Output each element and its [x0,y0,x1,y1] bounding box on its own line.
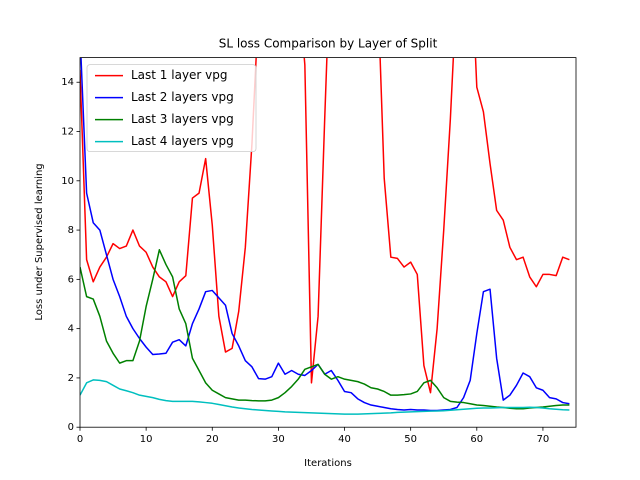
x-tick-label: 40 [338,434,351,445]
y-tick-label: 8 [68,225,74,236]
line-series [80,249,570,410]
x-tick-label: 30 [272,434,285,445]
x-tick-label: 20 [206,434,219,445]
y-tick-label: 0 [68,422,74,433]
y-tick-label: 10 [61,176,74,187]
legend-label: Last 4 layers vpg [131,134,234,148]
x-tick-label: 70 [537,434,550,445]
plot-frame [79,57,577,428]
line-series [80,379,570,415]
chart-title: SL loss Comparison by Layer of Split [219,37,438,51]
x-axis-label: Iterations [304,458,352,469]
y-axis-label: Loss under Supervised learning [34,163,45,320]
legend-label: Last 3 layers vpg [131,112,234,126]
legend-label: Last 1 layer vpg [131,68,228,82]
y-tick-label: 12 [61,127,74,138]
x-tick-label: 0 [77,434,83,445]
legend-label: Last 2 layers vpg [131,90,234,104]
x-tick-label: 10 [140,434,153,445]
legend: Last 1 layer vpg Last 2 layers vpg Last 3 … [86,64,257,152]
y-tick-label: 14 [61,77,74,88]
line-series [80,57,570,394]
y-tick-label: 4 [68,324,74,335]
x-tick-label: 60 [470,434,483,445]
x-tick-label: 50 [404,434,417,445]
y-tick-label: 6 [68,274,74,285]
plot-lines [80,57,570,415]
legend-box [86,64,257,152]
y-tick-label: 2 [68,373,74,384]
